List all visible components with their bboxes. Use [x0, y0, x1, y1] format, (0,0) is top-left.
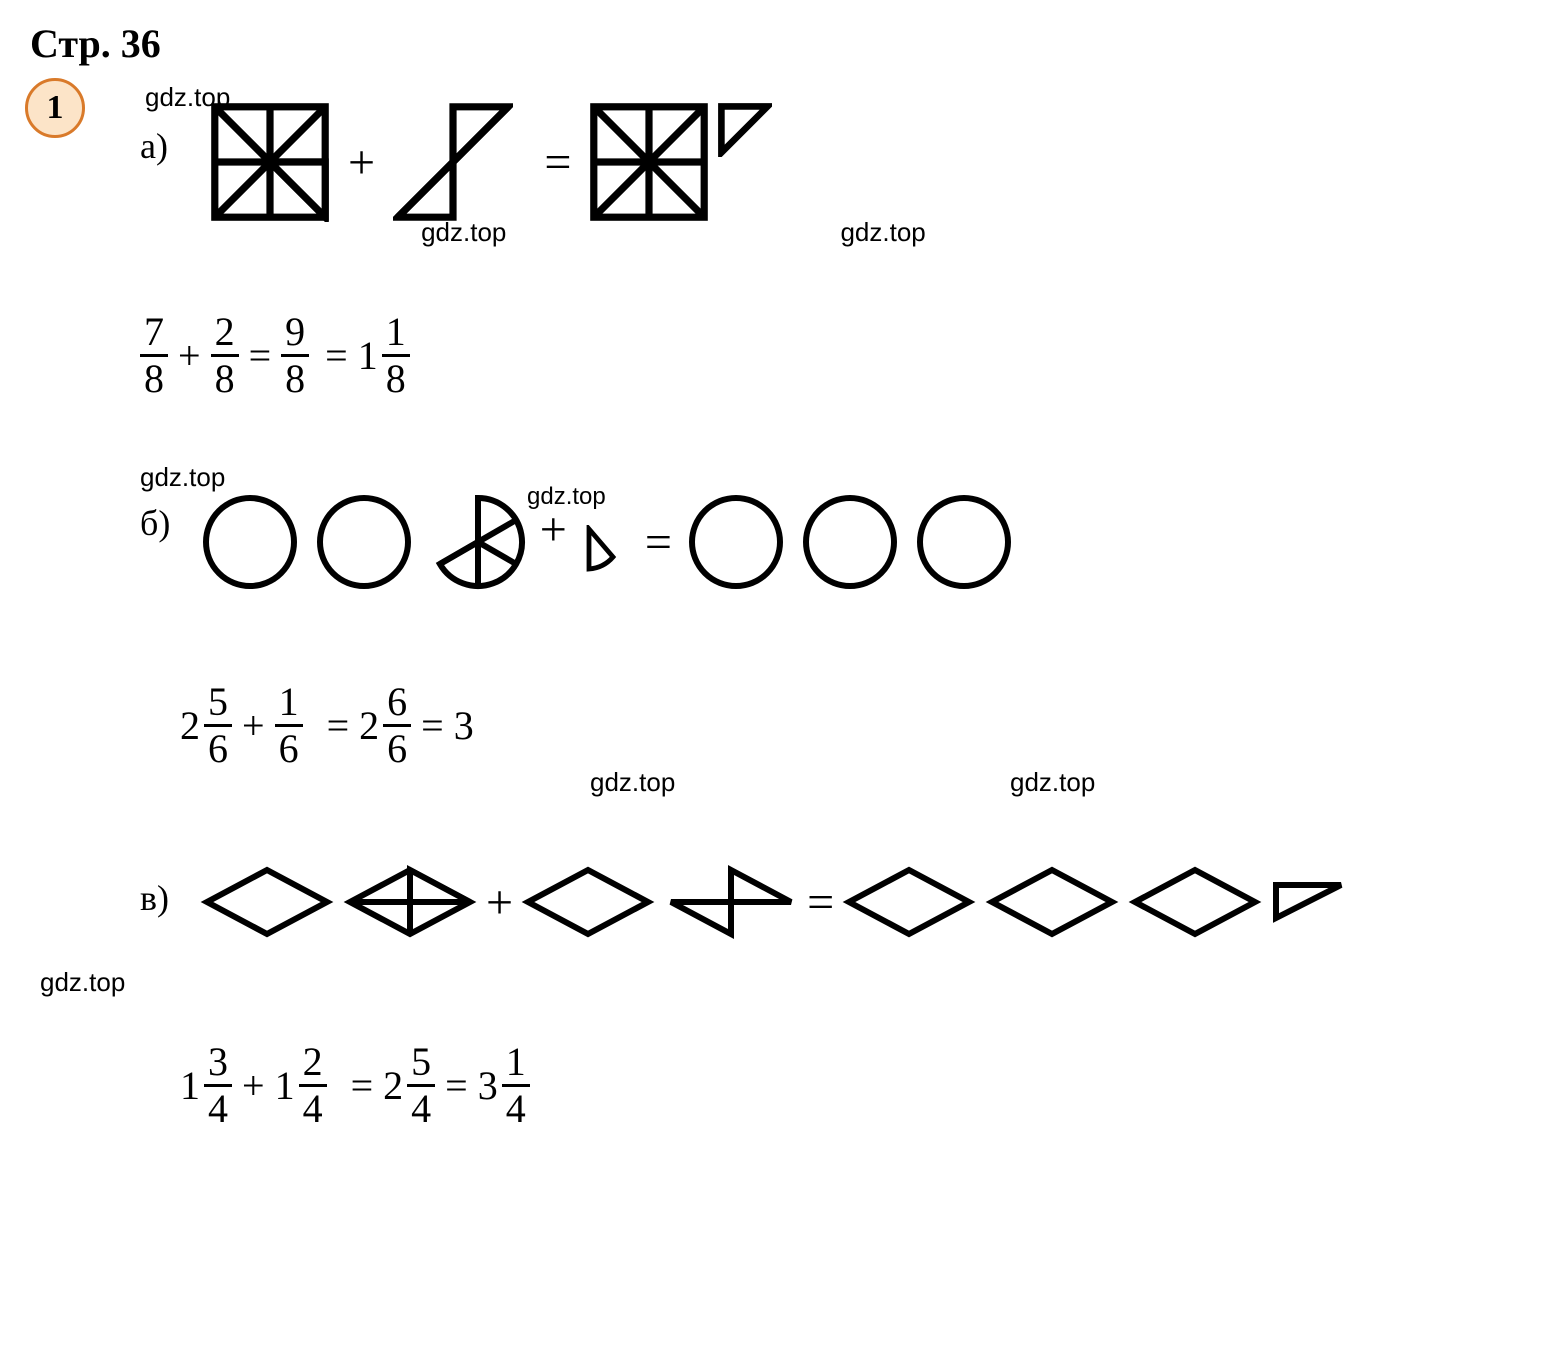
- problem-number-badge: 1: [25, 78, 85, 138]
- part-b: gdz.top б) gdz.top + =: [140, 467, 1530, 817]
- rhombus-full-icon: [521, 862, 656, 942]
- equals-icon: =: [544, 135, 571, 190]
- fraction: 98: [281, 312, 309, 399]
- plus-text: +: [242, 702, 265, 749]
- mixed-number: 2 56: [180, 682, 232, 769]
- rhombus-3-4-icon: [343, 862, 478, 942]
- watermark: gdz.top: [421, 217, 506, 248]
- circle-full-icon: [200, 492, 300, 592]
- fraction: 16: [275, 682, 303, 769]
- rhombus-full-icon: [1128, 862, 1263, 942]
- plus-text: +: [242, 1062, 265, 1109]
- mixed-number: 3 14: [478, 1042, 530, 1129]
- part-a-equation: 78 + 28 = 98 = 1 18: [140, 312, 410, 399]
- plus-icon: +: [348, 135, 375, 190]
- equals-text: =: [351, 1062, 374, 1109]
- watermark: gdz.top: [590, 767, 675, 798]
- watermark: gdz.top: [840, 217, 925, 248]
- part-c-diagram: + =: [200, 862, 1346, 942]
- mixed-number: 1 34: [180, 1042, 232, 1129]
- rhombus-full-icon: [200, 862, 335, 942]
- equals-icon: =: [645, 515, 672, 570]
- circle-full-icon: [314, 492, 414, 592]
- mixed-number: 1 18: [358, 312, 410, 399]
- part-b-diagram: gdz.top + =: [200, 492, 1014, 592]
- page-header: Стр. 36: [30, 20, 1530, 67]
- rhombus-1-4-icon: [1271, 880, 1346, 925]
- equals-icon: =: [807, 875, 834, 930]
- result-number: 3: [454, 702, 474, 749]
- fraction: 78: [140, 312, 168, 399]
- circle-5-6-icon: [428, 492, 528, 592]
- part-c: в) + = gdz.top 1: [140, 847, 1530, 1167]
- part-a-diagram: + gdz.top = gdz.top: [210, 102, 876, 222]
- triangle-1-8-icon: [717, 102, 772, 157]
- equals-text: =: [325, 332, 348, 379]
- circle-full-icon: [800, 492, 900, 592]
- circle-full-icon: [914, 492, 1014, 592]
- part-b-label: б): [140, 502, 170, 544]
- rhombus-full-icon: [842, 862, 977, 942]
- square-7-8-icon: [210, 102, 330, 222]
- watermark: gdz.top: [1010, 767, 1095, 798]
- equals-text: =: [445, 1062, 468, 1109]
- part-a: gdz.top а) + gdz.top =: [140, 87, 1530, 427]
- part-a-label: а): [140, 125, 168, 167]
- part-c-label: в): [140, 877, 169, 919]
- plus-text: +: [178, 332, 201, 379]
- part-b-equation: 2 56 + 16 = 2 66 = 3: [180, 682, 474, 769]
- slice-1-6-icon: [581, 525, 631, 590]
- part-c-equation: 1 34 + 1 24 = 2 54 = 3 14: [180, 1042, 530, 1129]
- equals-text: =: [327, 702, 350, 749]
- content-area: gdz.top а) + gdz.top =: [140, 87, 1530, 1167]
- watermark: gdz.top: [527, 483, 606, 511]
- rhombus-full-icon: [985, 862, 1120, 942]
- mixed-number: 2 54: [383, 1042, 435, 1129]
- equals-text: =: [249, 332, 272, 379]
- plus-icon: +: [486, 875, 513, 930]
- equals-text: =: [421, 702, 444, 749]
- mixed-number: 1 24: [275, 1042, 327, 1129]
- circle-full-icon: [686, 492, 786, 592]
- square-2-8-icon: [393, 102, 513, 222]
- watermark: gdz.top: [40, 967, 125, 998]
- mixed-number: 2 66: [359, 682, 411, 769]
- square-full-icon: [589, 102, 709, 222]
- fraction: 28: [211, 312, 239, 399]
- rhombus-2-4-icon: [664, 862, 799, 942]
- watermark: gdz.top: [140, 462, 225, 493]
